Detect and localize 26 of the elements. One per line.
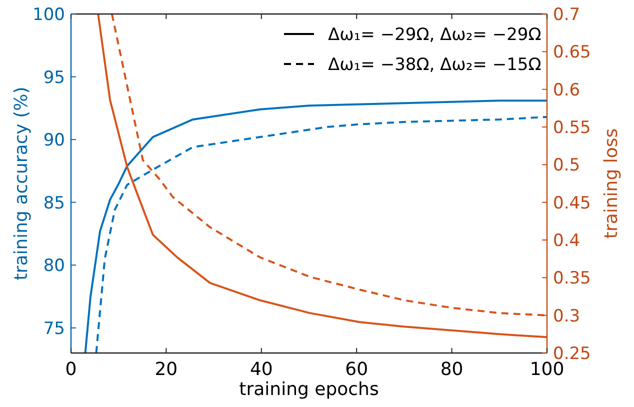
x-tick-label: 40 [250,359,273,380]
x-tick-label: 20 [154,359,178,380]
x-tick-label: 80 [440,359,464,380]
y2-tick-label: 0.45 [553,193,591,214]
y2-tick-label: 0.6 [553,80,580,100]
x-axis-title: training epochs [239,379,379,400]
x-tick-label: 100 [530,359,564,380]
y2-tick-label: 0.3 [553,306,580,326]
y2-tick-label: 0.55 [553,118,591,138]
y-tick-label: 75 [43,318,65,339]
y2-tick-label: 0.7 [553,5,580,25]
annotation: Δω₁= −38Ω, Δω₂= −15Ω [328,55,542,75]
y2-tick-label: 0.65 [553,42,591,63]
y2-tick-label: 0.5 [553,156,580,176]
x-tick-label: 0 [65,359,77,380]
y-tick-label: 85 [43,193,65,214]
y2-axis-title: training loss [601,128,622,239]
x-tick-label: 60 [345,359,368,380]
y-tick-label: 90 [43,130,65,151]
y-axis-title: training accuracy (%) [11,86,32,280]
y-tick-label: 100 [32,5,65,25]
y2-tick-label: 0.35 [553,268,591,289]
y-tick-label: 95 [43,68,65,88]
y-tick-label: 80 [43,256,65,276]
annotation: Δω₁= −29Ω, Δω₂= −29Ω [328,25,542,45]
y2-tick-label: 0.4 [553,231,580,251]
